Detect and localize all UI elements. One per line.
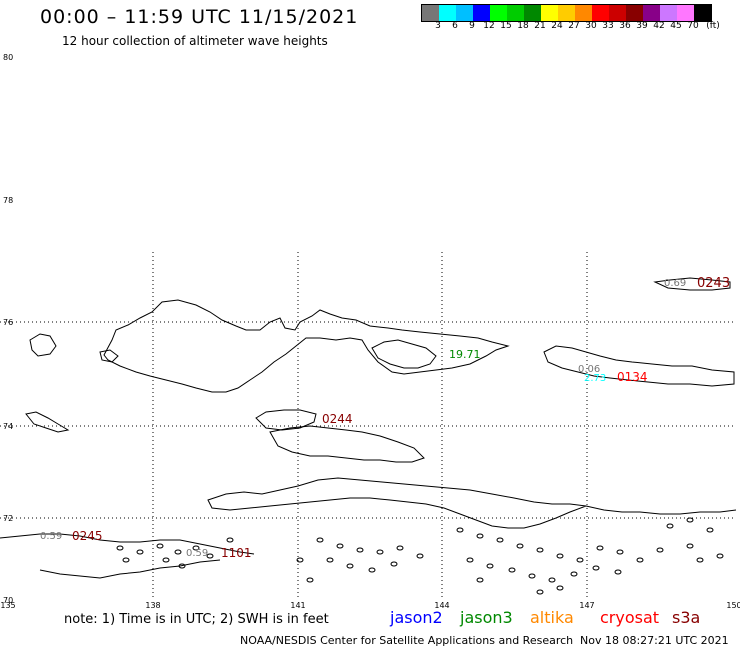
lon-label: 138 <box>145 601 160 610</box>
lat-label: 76 <box>3 318 13 327</box>
color-swatch <box>439 5 456 21</box>
small-islands <box>116 517 724 595</box>
legend-jason3: jason3 <box>460 608 513 627</box>
color-swatch <box>507 5 524 21</box>
wave-height-annotation: 1101 <box>221 546 252 560</box>
color-scale-label: 6 <box>452 21 458 31</box>
color-swatch <box>541 5 558 21</box>
color-swatch <box>575 5 592 21</box>
color-scale-bar <box>421 4 712 22</box>
color-scale-label: 30 <box>585 21 597 31</box>
color-swatch <box>592 5 609 21</box>
wave-height-annotation: 0.59 <box>40 531 62 542</box>
credit-text: NOAA/NESDIS Center for Satellite Applica… <box>240 634 574 647</box>
lat-label: 80 <box>3 53 13 62</box>
lon-label: 147 <box>579 601 594 610</box>
lat-label: 78 <box>3 196 13 205</box>
graticule <box>0 252 736 600</box>
color-scale-label: 15 <box>500 21 512 31</box>
color-scale-label: 9 <box>469 21 475 31</box>
wave-height-annotation: 0244 <box>322 412 353 426</box>
color-swatch <box>490 5 507 21</box>
wave-height-annotation: 0243 <box>697 276 730 291</box>
color-swatch <box>677 5 694 21</box>
wave-height-annotation: 2.73 <box>584 373 606 384</box>
color-swatch <box>422 5 439 21</box>
lon-labels: 135 138 141 144 147 150 <box>0 601 740 610</box>
color-scale-label: 24 <box>551 21 563 31</box>
color-scale-label: 42 <box>653 21 665 31</box>
color-swatch <box>660 5 677 21</box>
timestamp-text: Nov 18 08:27:21 UTC 2021 <box>580 634 729 647</box>
color-scale-label: 27 <box>568 21 580 31</box>
color-scale-label: 70 <box>687 21 699 31</box>
lon-label: 141 <box>290 601 305 610</box>
note-text: note: 1) Time is in UTC; 2) SWH is in fe… <box>64 612 329 627</box>
wave-height-annotation: 0.06 <box>578 364 600 375</box>
wave-annotations: 0.69 0243 19.71 0.062.73 0134 0244 0.59 0245 0.5… <box>40 276 730 560</box>
lat-label: 70 <box>3 596 13 605</box>
color-scale-label: 33 <box>602 21 614 31</box>
legend-altika: altika <box>530 608 574 627</box>
wave-height-annotation: 0245 <box>72 529 103 543</box>
lat-label: 74 <box>3 422 13 431</box>
lon-label: 135 <box>0 601 15 610</box>
map-subtitle: 12 hour collection of altimeter wave hei… <box>62 34 328 48</box>
wave-height-annotation: 0.59 <box>186 548 208 559</box>
color-swatch <box>609 5 626 21</box>
color-scale-label: 3 <box>435 21 441 31</box>
color-scale-label: 12 <box>483 21 495 31</box>
color-scale-label: (ft) <box>706 21 720 31</box>
lon-label: 150 <box>726 601 740 610</box>
color-swatch <box>524 5 541 21</box>
lat-labels: 80 78 76 74 72 70 <box>3 53 13 605</box>
color-scale-label: 36 <box>619 21 631 31</box>
color-scale-label: 21 <box>534 21 546 31</box>
color-swatch <box>558 5 575 21</box>
color-swatch <box>626 5 643 21</box>
legend-s3a: s3a <box>672 608 701 627</box>
color-swatch <box>643 5 660 21</box>
color-swatch <box>694 5 711 21</box>
color-swatch <box>456 5 473 21</box>
map-title: 00:00 – 11:59 UTC 11/15/2021 <box>40 6 359 28</box>
coastlines <box>0 277 737 579</box>
wave-height-annotation: 0.69 <box>664 278 686 289</box>
color-scale-label: 39 <box>636 21 648 31</box>
wave-height-annotation: 19.71 <box>449 348 481 361</box>
lat-label: 72 <box>3 514 13 523</box>
color-swatch <box>473 5 490 21</box>
wave-height-annotation: 0134 <box>617 370 648 384</box>
legend-cryosat: cryosat <box>600 608 660 627</box>
color-scale-label: 18 <box>517 21 529 31</box>
legend-jason2: jason2 <box>390 608 443 627</box>
color-scale-label: 45 <box>670 21 682 31</box>
lon-label: 144 <box>434 601 449 610</box>
